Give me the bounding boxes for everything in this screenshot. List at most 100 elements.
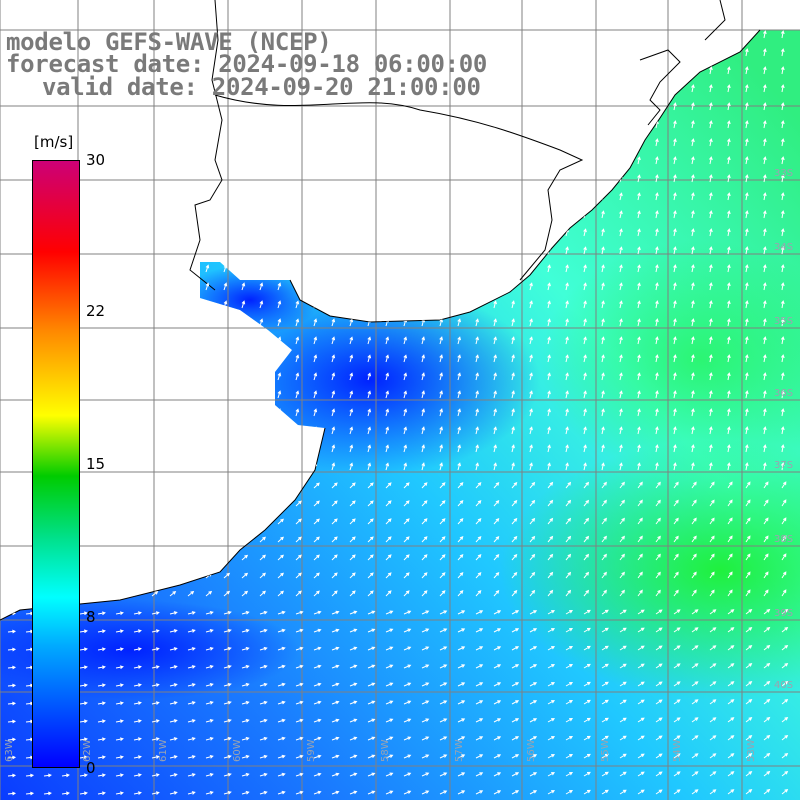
wind-arrow [331,372,336,381]
wind-arrow [98,13,101,20]
wind-arrow [780,30,785,39]
wind-arrow [133,555,141,561]
wind-arrow [583,627,591,633]
wind-arrow [780,426,785,435]
river-uruguay-border [189,0,223,291]
wind-arrow [709,735,717,741]
wind-arrow [475,718,484,723]
wind-arrow [780,66,785,75]
wind-arrow [601,444,605,453]
wind-arrow [385,300,390,309]
wind-arrow [169,590,177,597]
wind-arrow [331,354,336,363]
wind-arrow [493,536,500,543]
wind-arrow [367,408,372,417]
wind-arrow [151,536,159,543]
wind-arrow [619,627,627,633]
wind-arrow [133,719,142,723]
wind-arrow [727,30,731,39]
wind-arrow [79,354,84,363]
wind-arrow [367,426,372,435]
wind-arrow [691,553,697,561]
wind-arrow [421,790,430,795]
wind-arrow [115,426,120,435]
wind-arrow [169,462,174,471]
wind-arrow [475,518,482,525]
wind-arrow [547,390,551,399]
wind-arrow [439,500,446,507]
wind-arrow [259,736,268,741]
wind-arrow [439,682,448,687]
wind-arrow [79,210,84,219]
wind-arrow [655,481,661,489]
wind-arrow [457,30,461,39]
wind-arrow [259,664,268,669]
wind-arrow [745,589,751,597]
wind-arrow [205,536,213,543]
wind-arrow [241,120,246,129]
wind-arrow [601,771,609,777]
wind-arrow [691,246,695,255]
wind-arrow [421,628,430,633]
wind-arrow [205,426,210,435]
wind-arrow [763,228,767,237]
wind-arrow [25,120,30,129]
wind-arrow [349,736,358,741]
wind-arrow [331,138,336,147]
wind-arrow [313,174,318,183]
wind-arrow [439,120,443,129]
wind-arrow [547,336,551,345]
wind-arrow [439,736,448,741]
wind-arrow [727,408,731,417]
wind-arrow [475,408,479,417]
latitude-label: 36S [774,388,793,399]
wind-arrow [421,462,425,471]
wind-arrow [331,390,336,399]
wind-arrow [583,228,587,237]
wind-arrow [367,30,372,39]
wind-arrow [259,174,264,183]
wind-arrow [79,282,84,291]
wind-arrow [206,13,209,20]
wind-arrow [277,646,286,651]
wind-arrow [493,646,502,651]
wind-arrow [655,735,663,741]
latitude-label: 33S [774,168,793,179]
wind-arrow [115,501,123,507]
wind-arrow [241,462,246,471]
wind-arrow [511,444,515,453]
wind-arrow [349,264,354,273]
wind-arrow [7,210,12,219]
wind-arrow [187,737,196,741]
wind-arrow [655,300,659,309]
wind-arrow [583,426,587,435]
wind-arrow [79,264,84,273]
wind-arrow [241,790,250,795]
wind-arrow [151,554,159,561]
wind-arrow [457,174,461,183]
wind-arrow [439,646,448,651]
wind-arrow [565,771,574,777]
wind-arrow [187,372,192,381]
wind-arrow [781,788,789,795]
wind-arrow [637,735,645,741]
wind-arrow [619,462,623,471]
wind-arrow [475,572,482,579]
wind-arrow [763,481,769,489]
wind-arrow [7,719,17,724]
wind-arrow [745,192,749,201]
wind-arrow [745,120,749,129]
wind-arrow [133,336,138,345]
wind-arrow [349,426,354,435]
wind-arrow [727,372,731,381]
wind-arrow [205,755,214,759]
wind-arrow [763,698,771,705]
wind-arrow [673,444,677,453]
wind-arrow [79,192,84,201]
wind-arrow [457,736,466,741]
wind-arrow [385,174,390,183]
wind-arrow [169,554,177,561]
wind-arrow [691,699,699,705]
wind-arrow [637,609,645,615]
wind-arrow [313,444,318,453]
